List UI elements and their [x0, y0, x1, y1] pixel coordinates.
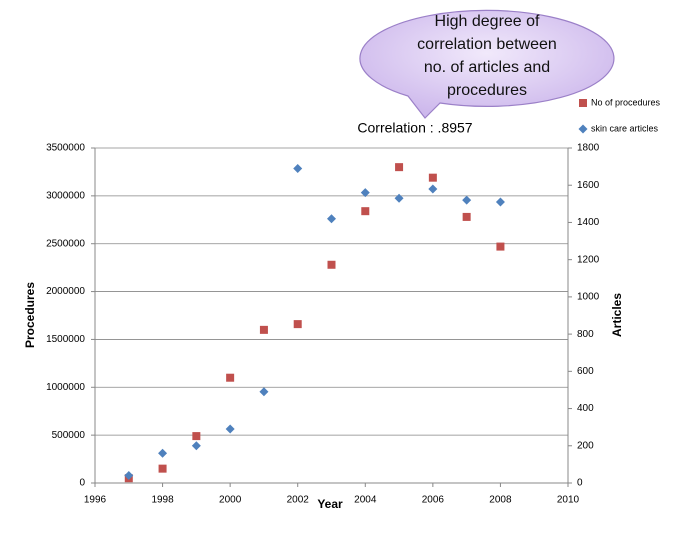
y-tick-label: 3500000 — [46, 143, 85, 154]
y2-tick-label: 400 — [577, 403, 594, 414]
x-axis-title: Year — [317, 497, 343, 511]
callout-text: High degree of — [435, 13, 541, 30]
y2-tick-label: 1400 — [577, 217, 600, 228]
point — [428, 184, 438, 194]
point — [361, 207, 370, 216]
point — [496, 242, 505, 251]
x-tick-label: 1996 — [84, 495, 107, 506]
point — [259, 387, 269, 397]
point — [462, 212, 471, 221]
point — [394, 193, 404, 203]
point — [225, 424, 235, 434]
point — [191, 441, 201, 451]
point — [158, 464, 167, 473]
y2-tick-label: 200 — [577, 440, 594, 451]
y-tick-label: 2500000 — [46, 238, 85, 249]
y-tick-label: 2000000 — [46, 286, 85, 297]
point — [428, 173, 437, 182]
y-axis-title: Procedures — [23, 282, 37, 348]
legend-label: No of procedures — [591, 97, 661, 107]
x-tick-label: 2008 — [489, 495, 512, 506]
y2-tick-label: 800 — [577, 329, 594, 340]
point — [293, 163, 303, 173]
callout-text: correlation between — [417, 36, 557, 53]
correlation-annotation: Correlation : .8957 — [357, 120, 472, 136]
point — [226, 373, 235, 382]
point — [259, 325, 268, 334]
x-tick-label: 2004 — [354, 495, 377, 506]
point — [327, 260, 336, 269]
y2-tick-label: 0 — [577, 478, 583, 489]
point — [192, 432, 201, 441]
point — [124, 471, 134, 481]
x-tick-label: 2000 — [219, 495, 242, 506]
point — [360, 188, 370, 198]
point — [462, 195, 472, 205]
y-tick-label: 500000 — [52, 430, 86, 441]
y-tick-label: 3000000 — [46, 190, 85, 201]
legend-label: skin care articles — [591, 123, 659, 133]
x-tick-label: 1998 — [151, 495, 174, 506]
callout-text: procedures — [447, 82, 527, 99]
point — [158, 448, 168, 458]
x-tick-label: 2002 — [287, 495, 310, 506]
y2-tick-label: 1000 — [577, 292, 600, 303]
x-tick-label: 2006 — [422, 495, 445, 506]
y-tick-label: 1500000 — [46, 334, 85, 345]
point — [495, 197, 505, 207]
y2-tick-label: 1200 — [577, 254, 600, 265]
callout-text: no. of articles and — [424, 59, 550, 76]
legend-marker — [579, 99, 587, 107]
y-tick-label: 0 — [79, 478, 85, 489]
point — [327, 214, 336, 224]
point — [395, 163, 404, 172]
y2-tick-label: 1800 — [577, 143, 600, 154]
y-tick-label: 1000000 — [46, 382, 85, 393]
point — [293, 320, 302, 329]
y2-tick-label: 600 — [577, 366, 594, 377]
y2-axis-title: Articles — [610, 293, 624, 337]
x-tick-label: 2010 — [557, 495, 580, 506]
legend-marker — [578, 124, 588, 134]
callout-bubble — [359, 9, 615, 119]
y2-tick-label: 1600 — [577, 180, 600, 191]
